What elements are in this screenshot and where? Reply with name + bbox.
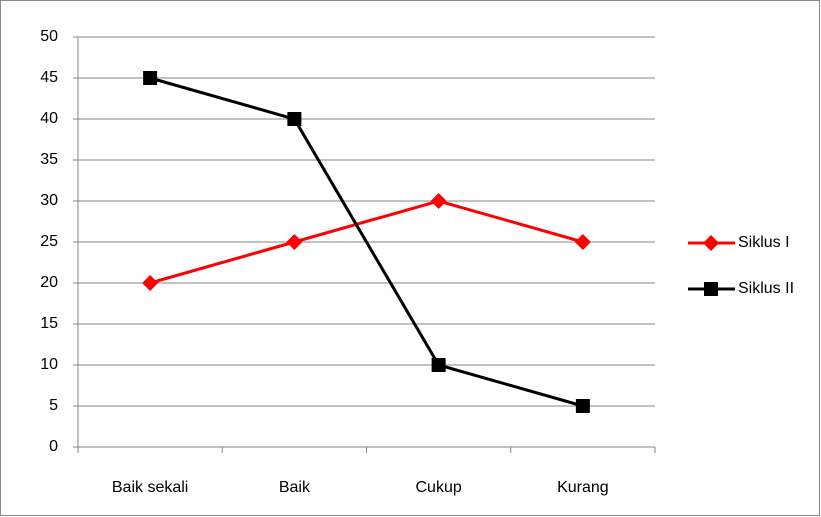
data-point xyxy=(286,234,303,250)
data-point xyxy=(143,71,158,85)
y-tick-label: 0 xyxy=(49,438,58,455)
y-tick-label: 45 xyxy=(40,69,58,86)
y-tick-label: 40 xyxy=(40,110,58,127)
x-tick-label: Baik xyxy=(279,479,311,496)
data-point xyxy=(430,193,447,209)
y-tick-label: 35 xyxy=(40,151,58,168)
x-tick-label: Kurang xyxy=(557,479,609,496)
legend-marker xyxy=(704,282,718,296)
y-tick-label: 25 xyxy=(40,233,58,250)
legend-label: Siklus II xyxy=(738,280,794,297)
y-tick-label: 50 xyxy=(40,28,58,45)
data-point xyxy=(142,275,159,291)
y-tick-label: 20 xyxy=(40,274,58,291)
series-line xyxy=(149,76,584,408)
y-tick-label: 15 xyxy=(40,315,58,332)
x-tick-label: Cukup xyxy=(416,479,462,496)
data-point xyxy=(575,399,590,413)
x-tick-label: Baik sekali xyxy=(112,479,188,496)
series-line xyxy=(149,199,584,285)
y-tick-label: 10 xyxy=(40,356,58,373)
legend-marker xyxy=(703,235,719,251)
data-point xyxy=(431,358,446,372)
data-point xyxy=(287,112,302,126)
legend-label: Siklus I xyxy=(738,234,790,251)
y-tick-label: 30 xyxy=(40,192,58,209)
y-tick-label: 5 xyxy=(49,397,58,414)
data-point xyxy=(574,234,591,250)
